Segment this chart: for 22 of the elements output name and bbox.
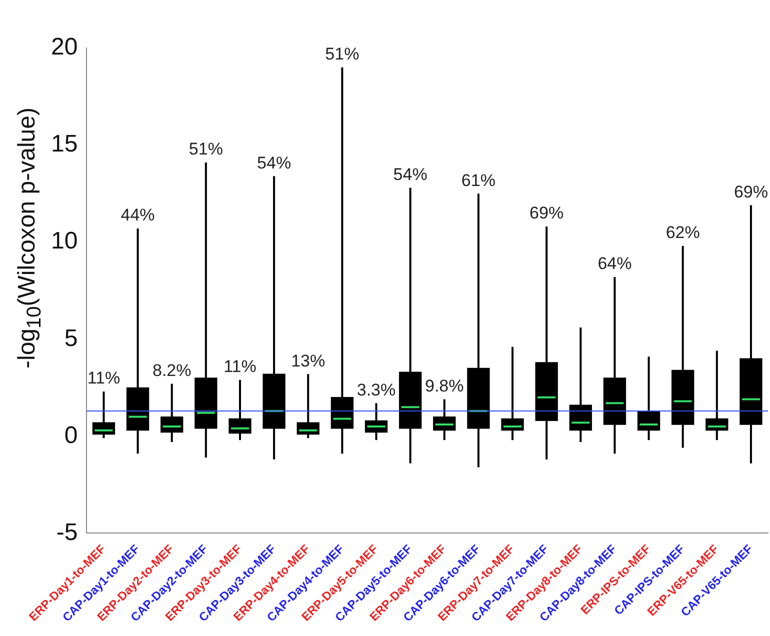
text: 69% (530, 204, 564, 223)
text: 3.3% (356, 380, 396, 400)
text: 51% (325, 44, 360, 64)
text: 61% (461, 170, 496, 190)
text: 8.2% (152, 360, 192, 380)
text: 9.8% (425, 376, 464, 396)
y-tick-label: 15 (50, 130, 78, 158)
text: 62% (666, 223, 700, 242)
text: 13% (291, 351, 326, 370)
y-tick-label: -5 (56, 518, 78, 546)
y-tick-label: 10 (50, 228, 78, 255)
text: 64% (598, 254, 632, 274)
y-tick-label: 5 (64, 324, 78, 352)
text: 11% (224, 357, 256, 376)
y-tick-label: 0 (64, 422, 78, 449)
text: 44% (120, 206, 155, 225)
text: 54% (393, 164, 428, 184)
y-tick-label: 20 (50, 34, 78, 61)
text: 11% (87, 368, 120, 388)
text: 69% (734, 182, 768, 202)
text: 51% (188, 140, 223, 159)
text: 54% (257, 153, 292, 172)
